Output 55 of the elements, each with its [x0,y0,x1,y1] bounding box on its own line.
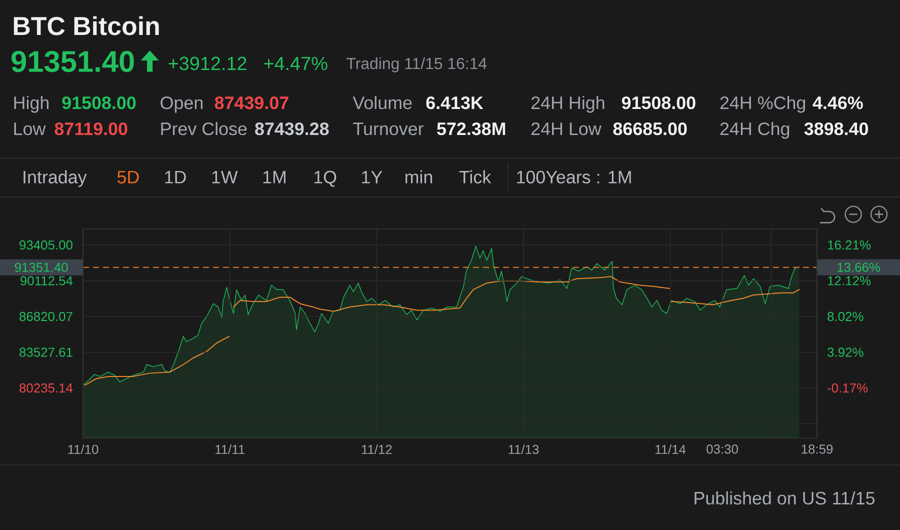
text: Trading 11/15 16:14 [346,57,487,72]
text: 572.38M [437,122,506,136]
text: Open [160,96,203,113]
chart-title: BTC Bitcoin [14,16,159,36]
text: 1W [212,170,238,184]
y2-tick-label: 8.02% [828,312,864,322]
text: 91508.00 [62,96,136,110]
x-tick-label: 03:30 [706,444,738,454]
x-tick-label: 11/11 [216,444,244,454]
text: 24H Chg [720,122,790,139]
text: +4.47% [264,56,328,70]
text: 24H High [532,96,604,113]
text: High [14,96,49,113]
y-tick-label: 83527.61 [20,348,72,357]
x-tick-label: 11/10 [68,444,98,454]
text: 5D [117,170,139,184]
text: 1Y [362,170,382,184]
ref-line-label: 91351.40 [14,262,68,272]
text: Prev Close [161,122,247,136]
text: 1Q [314,170,336,187]
text: Published on US 11/15 [694,491,875,505]
y-tick-label: 80235.14 [20,383,73,393]
text: 100Years : 1M [517,170,631,184]
text: +3912.12 [168,56,246,70]
text: 4.46% [812,96,863,110]
text: 13.66% [838,262,880,272]
y-tick-label: 93405.00 [20,240,72,250]
y2-tick-label: -0.17% [828,383,868,393]
text: 87119.00 [54,122,128,136]
text: 24H %Chg [720,96,806,113]
y2-tick-label: 12.12% [828,276,871,286]
chart-subtitle: 91351.40 [12,50,134,72]
y2-tick-label: 3.92% [828,348,864,357]
y-tick-label: 90112.54 [20,276,73,286]
x-tick-label: 11/14 [656,444,686,454]
text: 87439.07 [214,96,288,110]
x-tick-label: 11/13 [508,444,539,454]
text: min [405,170,432,184]
text: Volume [352,96,412,110]
text: 1D [165,170,186,184]
text: Turnover [353,122,424,136]
x-tick-label: 18:59 [802,444,833,454]
text: 24H Low [532,122,602,136]
y2-tick-label: 16.21% [828,240,871,250]
y-tick-label: 86820.07 [20,312,72,322]
text: Low [14,122,46,136]
text: 1M [263,170,286,184]
text: Tick [459,170,492,184]
x-tick-label: 11/12 [362,444,392,454]
text: 6.413K [426,96,484,110]
text: 3898.40 [804,122,868,136]
text: Intraday [24,170,87,188]
text: 91508.00 [622,96,696,110]
text: 87439.28 [255,122,329,136]
text: 86685.00 [613,122,687,136]
